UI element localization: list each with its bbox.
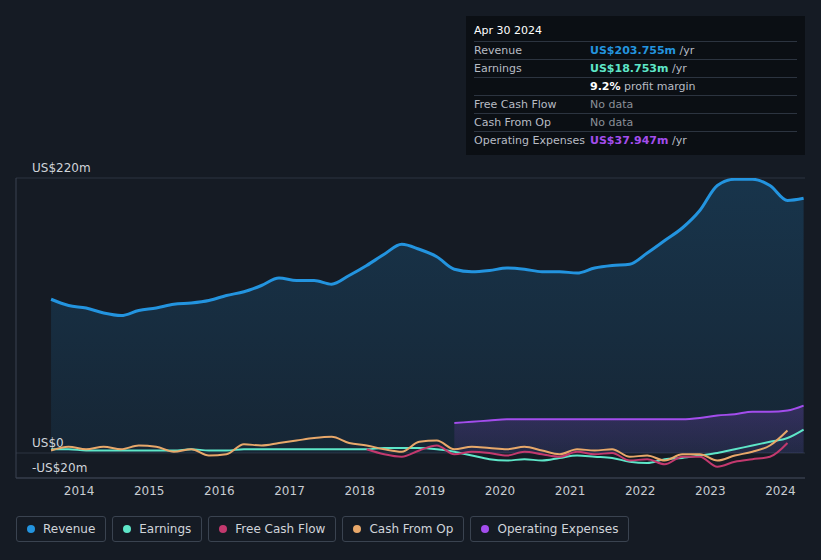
svg-text:2024: 2024	[765, 484, 796, 498]
svg-text:2023: 2023	[695, 484, 726, 498]
html-text:Free Cash Flow: Free Cash Flow	[235, 522, 326, 536]
html-text:9.2% profit margin: 9.2% profit margin	[590, 80, 696, 93]
svg-text:2017: 2017	[274, 484, 305, 498]
html-text:US$37.947m /yr: US$37.947m /yr	[590, 134, 687, 147]
html-text:Revenue: Revenue	[474, 44, 522, 57]
svg-text:2016: 2016	[204, 484, 235, 498]
svg-text:2021: 2021	[555, 484, 586, 498]
svg-text:2018: 2018	[344, 484, 375, 498]
svg-text:2022: 2022	[625, 484, 656, 498]
svg-text:US$220m: US$220m	[32, 161, 91, 175]
html-text:Operating Expenses: Operating Expenses	[497, 522, 619, 536]
html-text:Earnings: Earnings	[139, 522, 192, 536]
svg-text:2020: 2020	[485, 484, 516, 498]
html-text:No data: No data	[590, 98, 634, 111]
html-text:Revenue: Revenue	[43, 522, 96, 536]
html-text:Operating Expenses: Operating Expenses	[474, 134, 585, 147]
html-text:Cash From Op: Cash From Op	[369, 522, 454, 536]
svg-text:2019: 2019	[415, 484, 446, 498]
svg-text:US$0: US$0	[32, 436, 64, 450]
svg-text:2014: 2014	[64, 484, 95, 498]
html-text:Apr 30 2024: Apr 30 2024	[474, 24, 542, 37]
svg-text:-US$20m: -US$20m	[32, 461, 87, 475]
html-text:Earnings: Earnings	[474, 62, 522, 75]
html-text:US$18.753m /yr: US$18.753m /yr	[590, 62, 687, 75]
html-text:Free Cash Flow: Free Cash Flow	[474, 98, 557, 111]
svg-text:2015: 2015	[134, 484, 165, 498]
html-text:No data: No data	[590, 116, 634, 129]
html-text:Cash From Op: Cash From Op	[474, 116, 551, 129]
html-text:US$203.755m /yr: US$203.755m /yr	[590, 44, 695, 57]
